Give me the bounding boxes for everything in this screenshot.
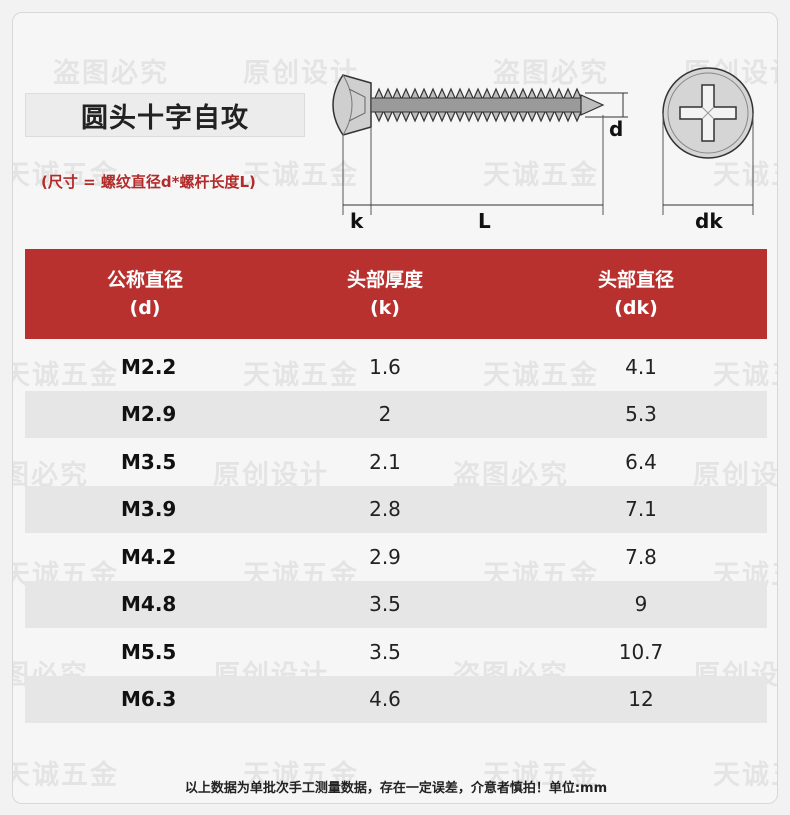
header-head-thickness: 头部厚度 (k)	[265, 266, 505, 322]
header-label: 公称直径	[106, 269, 183, 291]
header-nominal-diameter: 公称直径 (d)	[25, 266, 265, 322]
thread-tooth	[491, 87, 501, 123]
cell-dk: 7.1	[625, 497, 657, 522]
cell-d: M4.8	[121, 592, 177, 617]
table-row: M5.5 3.5 10.7	[25, 628, 767, 676]
table-row: M6.3 4.6 12	[25, 675, 767, 723]
table-row: M4.2 2.9 7.8	[25, 533, 767, 581]
cell-d: M2.2	[121, 354, 177, 379]
label-dk: dk	[695, 209, 723, 233]
thread-tooth	[554, 87, 564, 123]
cell-k: 1.6	[369, 354, 401, 379]
thread-tooth	[446, 87, 456, 123]
table-row: M4.8 3.5 9	[25, 580, 767, 628]
table-row: M2.9 2 5.3	[25, 390, 767, 438]
thread-tooth	[545, 87, 555, 123]
cell-d: M2.9	[121, 402, 177, 427]
thread-tooth	[482, 87, 492, 123]
thread-tooth	[500, 87, 510, 123]
cell-k: 2	[378, 402, 392, 427]
screw-diagram: d k L dk	[313, 65, 773, 239]
thread-tooth	[563, 87, 573, 123]
thread-tooth	[401, 87, 411, 123]
header-head-diameter: 头部直径 (dk)	[505, 266, 767, 322]
cell-dk: 9	[634, 592, 648, 617]
cell-dk: 12	[628, 687, 654, 712]
spec-card: 盗图必究原创设计盗图必究原创设计天诚五金天诚五金天诚五金天诚五金天诚五金天诚五金…	[12, 12, 778, 804]
header-label: 头部直径	[597, 269, 674, 291]
thread-tooth	[455, 87, 465, 123]
thread-tooth	[572, 87, 582, 123]
cell-k: 2.1	[369, 449, 401, 474]
watermark-text: 盗图必究	[53, 58, 169, 89]
cell-d: M6.3	[121, 687, 177, 712]
label-d: d	[609, 117, 624, 141]
cell-dk: 5.3	[625, 402, 657, 427]
cell-k: 2.9	[369, 544, 401, 569]
thread-tooth	[374, 87, 384, 123]
cell-k: 2.8	[369, 497, 401, 522]
table-row: M3.5 2.1 6.4	[25, 438, 767, 486]
cell-k: 3.5	[369, 592, 401, 617]
cell-k: 4.6	[369, 687, 401, 712]
thread-tooth	[518, 87, 528, 123]
table-row: M3.9 2.8 7.1	[25, 485, 767, 533]
thread-tooth	[383, 87, 393, 123]
cell-dk: 6.4	[625, 449, 657, 474]
header-symbol: (k)	[369, 297, 400, 319]
cell-d: M3.9	[121, 497, 177, 522]
thread-tooth	[509, 87, 519, 123]
cell-d: M3.5	[121, 449, 177, 474]
cell-dk: 4.1	[625, 354, 657, 379]
table-row: M2.2 1.6 4.1	[25, 343, 767, 391]
label-L: L	[478, 209, 491, 233]
thread-tooth	[437, 87, 447, 123]
footnote: 以上数据为单批次手工测量数据，存在一定误差，介意者慎拍！单位:mm	[184, 781, 608, 796]
screw-drawing	[332, 67, 754, 215]
header-label: 头部厚度	[346, 269, 423, 291]
label-k: k	[350, 209, 364, 233]
table-body: M2.2 1.6 4.1 M2.9 2 5.3 M3.5 2.1 6.4 M3.…	[25, 343, 767, 723]
thread-tooth	[464, 87, 474, 123]
product-title: 圆头十字自攻	[25, 93, 305, 137]
size-note: (尺寸 = 螺纹直径d*螺杆长度L)	[41, 173, 256, 191]
header-symbol: (d)	[129, 297, 161, 319]
cell-d: M4.2	[121, 544, 177, 569]
thread-tooth	[392, 87, 402, 123]
thread-tooth	[419, 87, 429, 123]
thread-tooth	[536, 87, 546, 123]
thread-tooth	[473, 87, 483, 123]
thread-tooth	[410, 87, 420, 123]
cell-k: 3.5	[369, 639, 401, 664]
cell-d: M5.5	[121, 639, 177, 664]
cell-dk: 7.8	[625, 544, 657, 569]
header-symbol: (dk)	[614, 297, 658, 319]
thread-tooth	[527, 87, 537, 123]
table-header: 公称直径 (d) 头部厚度 (k) 头部直径 (dk)	[25, 249, 767, 339]
cell-dk: 10.7	[618, 639, 664, 664]
thread-tooth	[428, 87, 438, 123]
